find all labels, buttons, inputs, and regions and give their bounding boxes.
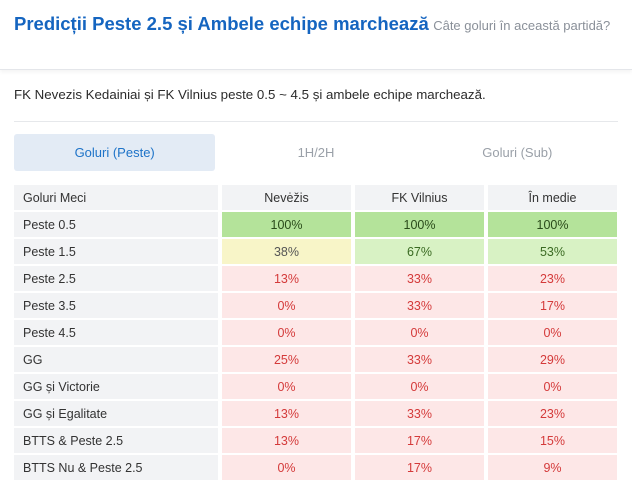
home-value-cell: 0%	[222, 293, 351, 318]
tab-goals-over[interactable]: Goluri (Peste)	[14, 134, 216, 171]
match-description: FK Nevezis Kedainiai și FK Vilnius peste…	[14, 87, 486, 102]
row-label: BTTS & Peste 2.5	[14, 428, 218, 453]
table-row: Peste 1.5 38% 67% 53%	[14, 238, 618, 265]
row-label: Peste 4.5	[14, 320, 218, 345]
tab-goals-under[interactable]: Goluri (Sub)	[482, 145, 553, 160]
row-label: Peste 2.5	[14, 266, 218, 291]
table-row: Peste 2.5 13% 33% 23%	[14, 265, 618, 292]
tab-bar: Goluri (Peste) 1H/2H Goluri (Sub)	[14, 134, 618, 171]
row-label: Peste 0.5	[14, 212, 218, 237]
tab-halves[interactable]: 1H/2H	[297, 145, 335, 160]
section-title: Predicții Peste 2.5 și Ambele echipe mar…	[14, 13, 429, 34]
average-value-cell: 0%	[488, 374, 617, 399]
column-header-average: În medie	[488, 185, 617, 210]
table-body: Peste 0.5 100% 100% 100% Peste 1.5 38% 67% 53% P…	[14, 211, 618, 481]
table-row: BTTS & Peste 2.5 13% 17% 15%	[14, 427, 618, 454]
away-value-cell: 17%	[355, 428, 484, 453]
average-value-cell: 29%	[488, 347, 617, 372]
away-value-cell: 0%	[355, 374, 484, 399]
table-row: Peste 3.5 0% 33% 17%	[14, 292, 618, 319]
away-value-cell: 17%	[355, 455, 484, 480]
home-value-cell: 100%	[222, 212, 351, 237]
table-row: GG și Egalitate 13% 33% 23%	[14, 400, 618, 427]
home-value-cell: 0%	[222, 455, 351, 480]
divider	[14, 121, 618, 122]
home-value-cell: 13%	[222, 266, 351, 291]
away-value-cell: 67%	[355, 239, 484, 264]
away-value-cell: 33%	[355, 401, 484, 426]
column-header-away: FK Vilnius	[355, 185, 484, 210]
average-value-cell: 17%	[488, 293, 617, 318]
away-value-cell: 33%	[355, 293, 484, 318]
average-value-cell: 9%	[488, 455, 617, 480]
section-subtitle: Câte goluri în această partidă?	[433, 18, 611, 33]
average-value-cell: 53%	[488, 239, 617, 264]
table-row: GG și Victorie 0% 0% 0%	[14, 373, 618, 400]
home-value-cell: 13%	[222, 428, 351, 453]
table-row: GG 25% 33% 29%	[14, 346, 618, 373]
row-label: GG și Egalitate	[14, 401, 218, 426]
column-header-match-goals: Goluri Meci	[14, 185, 218, 210]
away-value-cell: 33%	[355, 347, 484, 372]
row-label: Peste 3.5	[14, 293, 218, 318]
home-value-cell: 0%	[222, 320, 351, 345]
goals-table: Goluri Meci Nevėžis FK Vilnius În medie …	[14, 184, 618, 481]
average-value-cell: 23%	[488, 266, 617, 291]
row-label: BTTS Nu & Peste 2.5	[14, 455, 218, 480]
section-header: Predicții Peste 2.5 și Ambele echipe mar…	[0, 0, 632, 70]
average-value-cell: 23%	[488, 401, 617, 426]
table-header-row: Goluri Meci Nevėžis FK Vilnius În medie	[14, 184, 618, 211]
home-value-cell: 38%	[222, 239, 351, 264]
row-label: GG și Victorie	[14, 374, 218, 399]
row-label: GG	[14, 347, 218, 372]
column-header-home: Nevėžis	[222, 185, 351, 210]
table-row: Peste 4.5 0% 0% 0%	[14, 319, 618, 346]
home-value-cell: 25%	[222, 347, 351, 372]
away-value-cell: 0%	[355, 320, 484, 345]
average-value-cell: 0%	[488, 320, 617, 345]
away-value-cell: 33%	[355, 266, 484, 291]
home-value-cell: 0%	[222, 374, 351, 399]
row-label: Peste 1.5	[14, 239, 218, 264]
away-value-cell: 100%	[355, 212, 484, 237]
table-row: BTTS Nu & Peste 2.5 0% 17% 9%	[14, 454, 618, 481]
average-value-cell: 15%	[488, 428, 617, 453]
average-value-cell: 100%	[488, 212, 617, 237]
table-row: Peste 0.5 100% 100% 100%	[14, 211, 618, 238]
home-value-cell: 13%	[222, 401, 351, 426]
